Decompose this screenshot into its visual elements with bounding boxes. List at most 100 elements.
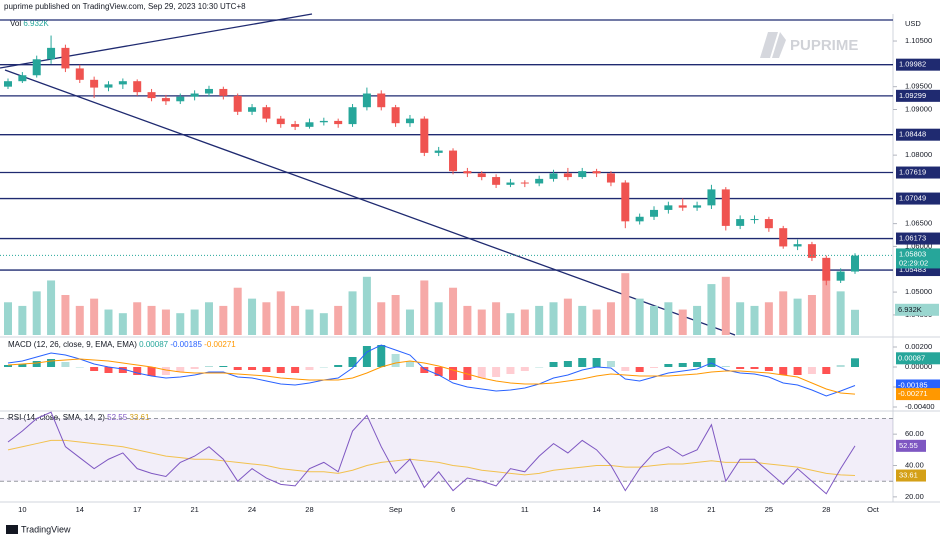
y-tick-label: 1.09500	[905, 82, 932, 91]
macd-histogram-bar	[47, 359, 56, 367]
candle-body	[506, 182, 515, 185]
candle-body	[4, 81, 12, 87]
macd-histogram-bar	[405, 361, 414, 367]
volume-bar	[449, 287, 458, 335]
volume-value: 6.932K	[23, 19, 49, 28]
volume-bar	[276, 291, 285, 335]
candle-body	[233, 95, 242, 112]
level-label-bg	[896, 232, 940, 245]
macd-histogram-bar	[18, 364, 27, 367]
rsi-band	[0, 418, 893, 482]
volume-bar	[664, 302, 673, 335]
rsi-axis-label: 33.61	[899, 471, 918, 480]
x-tick-label: 24	[248, 505, 256, 514]
x-tick-label: 21	[707, 505, 715, 514]
macd-histogram-bar	[721, 366, 730, 367]
macd-histogram-bar	[549, 362, 558, 367]
rsi-legend: RSI (14, close, SMA, 14, 2) 52.55 33.61	[8, 413, 150, 422]
volume-bar	[822, 280, 831, 335]
macd-histogram-bar	[779, 367, 788, 375]
candle-body	[592, 171, 601, 174]
x-tick-label: 28	[305, 505, 313, 514]
volume-bar	[61, 295, 70, 335]
rsi-title: RSI (14, close, SMA, 14, 2)	[8, 413, 105, 422]
rsi-ma-value: 33.61	[129, 413, 150, 422]
volume-bar	[520, 309, 529, 335]
macd-title: MACD (12, 26, close, 9, EMA, EMA)	[8, 340, 137, 349]
countdown: 02:29:02	[899, 258, 928, 267]
macd-histogram-bar	[492, 367, 501, 377]
candle-body	[764, 219, 773, 229]
candle-body	[606, 173, 615, 183]
y-tick-label: 1.10500	[905, 36, 932, 45]
macd-histogram-bar	[248, 367, 257, 370]
x-tick-label: 14	[76, 505, 84, 514]
candle-body	[578, 171, 587, 178]
x-tick-label: 21	[190, 505, 198, 514]
y-tick-label: 0.00000	[905, 362, 932, 371]
volume-bar	[736, 302, 745, 335]
volume-name: Vol	[10, 19, 21, 28]
volume-bar	[233, 287, 242, 335]
volume-bar	[592, 309, 601, 335]
macd-histogram-bar	[276, 367, 285, 373]
volume-bar	[693, 305, 702, 335]
volume-bar	[305, 309, 314, 335]
volume-bar	[32, 291, 41, 335]
y-tick-label: -0.00400	[905, 402, 935, 411]
macd-axis-label-bg	[896, 388, 940, 401]
rsi-axis-label-bg	[896, 469, 926, 482]
macd-histogram-bar	[635, 367, 644, 372]
rsi-ma-line	[7, 439, 856, 477]
candle-body	[535, 178, 544, 184]
volume-bar	[4, 302, 12, 335]
volume-bar	[104, 309, 113, 335]
volume-bar	[807, 295, 816, 335]
candle-body	[334, 120, 343, 125]
volume-bar	[75, 305, 84, 335]
candle-body	[463, 171, 472, 174]
candle-body	[420, 118, 429, 153]
macd-axis-label: 0.00087	[898, 353, 925, 362]
candle-body	[291, 124, 300, 127]
macd-histogram-bar	[506, 367, 515, 374]
level-label-bg	[896, 128, 940, 141]
volume-bar	[678, 309, 687, 335]
candle-body	[836, 271, 845, 281]
volume-bar	[219, 305, 228, 335]
macd-histogram-bar	[420, 367, 429, 373]
candle-body	[851, 255, 859, 272]
candle-body	[248, 107, 257, 112]
candle-body	[118, 81, 127, 85]
candle-body	[405, 118, 414, 124]
macd-axis-label: -0.00271	[898, 389, 928, 398]
volume-bar	[606, 302, 615, 335]
volume-bar	[405, 309, 414, 335]
macd-histogram-bar	[75, 367, 84, 368]
candle-body	[391, 107, 400, 124]
volume-bar	[434, 302, 443, 335]
macd-histogram-bar	[793, 367, 802, 375]
candle-body	[18, 75, 27, 82]
candle-body	[678, 205, 687, 208]
volume-bar	[851, 309, 859, 335]
rsi-axis-label: 52.55	[899, 441, 918, 450]
macd-histogram-bar	[391, 354, 400, 367]
volume-legend: Vol 6.932K	[10, 19, 49, 28]
volume-bar	[836, 291, 845, 335]
candle-body	[793, 244, 802, 247]
candle-body	[362, 93, 371, 108]
candle-body	[621, 182, 630, 222]
macd-histogram-bar	[219, 366, 228, 367]
candle-body	[635, 216, 644, 222]
volume-bar	[506, 313, 515, 335]
volume-bar	[18, 305, 27, 335]
candle-body	[133, 81, 142, 93]
volume-bar	[621, 273, 630, 335]
header: puprime published on TradingView.com, Se…	[4, 2, 246, 11]
macd-histogram-bar	[90, 367, 99, 371]
macd-histogram-bar	[61, 362, 70, 367]
macd-axis-label: -0.00185	[898, 380, 928, 389]
footer-logo: TradingView	[6, 524, 71, 534]
watermark-text: PUPRIME	[790, 37, 858, 54]
